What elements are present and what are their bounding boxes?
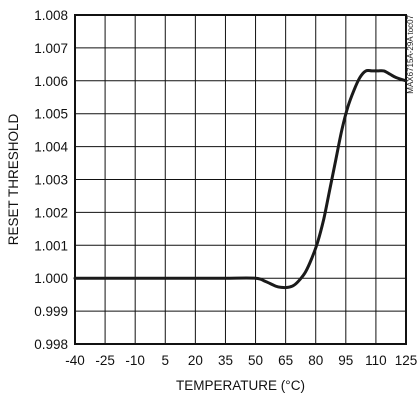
y-tick-label: 0.998 bbox=[34, 337, 68, 352]
y-tick-label: 1.008 bbox=[34, 8, 68, 23]
grid-layer bbox=[75, 15, 406, 344]
data-series-layer bbox=[73, 68, 408, 290]
y-tick-label: 1.001 bbox=[34, 238, 68, 253]
x-tick-label: -25 bbox=[95, 353, 115, 368]
x-tick-label: 35 bbox=[218, 353, 233, 368]
y-tick-label: 1.005 bbox=[34, 107, 68, 122]
x-tick-label: -40 bbox=[65, 353, 85, 368]
y-tick-labels: 0.998 0.999 1.000 1.001 1.002 1.003 1.004 1.005… bbox=[34, 8, 68, 352]
y-tick-label: 1.002 bbox=[34, 205, 68, 220]
y-tick-label: 1.007 bbox=[34, 41, 68, 56]
y-tick-label: 0.999 bbox=[34, 304, 68, 319]
y-axis-title: RESET THRESHOLD bbox=[6, 113, 21, 245]
x-tick-label: 65 bbox=[278, 353, 293, 368]
x-tick-label: 125 bbox=[395, 353, 418, 368]
y-tick-label: 1.003 bbox=[34, 173, 68, 188]
x-tick-label: 50 bbox=[248, 353, 263, 368]
x-tick-label: 110 bbox=[365, 353, 387, 368]
y-tick-label: 1.000 bbox=[34, 271, 68, 286]
x-axis-title: TEMPERATURE (°C) bbox=[176, 378, 305, 393]
y-tick-label: 1.006 bbox=[34, 74, 68, 89]
x-tick-labels: -40 -25 -10 5 20 35 50 65 80 95 110 125 bbox=[65, 353, 417, 368]
x-tick-label: 80 bbox=[308, 353, 323, 368]
y-tick-label: 1.004 bbox=[34, 140, 68, 155]
x-tick-label: 20 bbox=[188, 353, 203, 368]
x-tick-label: 95 bbox=[338, 353, 353, 368]
x-tick-label: -10 bbox=[125, 353, 145, 368]
data-series-line bbox=[73, 68, 408, 290]
x-tick-label: 5 bbox=[162, 353, 170, 368]
plot-frame bbox=[74, 14, 407, 345]
chart-side-note: MAX6715A-29A toc07 bbox=[406, 14, 415, 93]
